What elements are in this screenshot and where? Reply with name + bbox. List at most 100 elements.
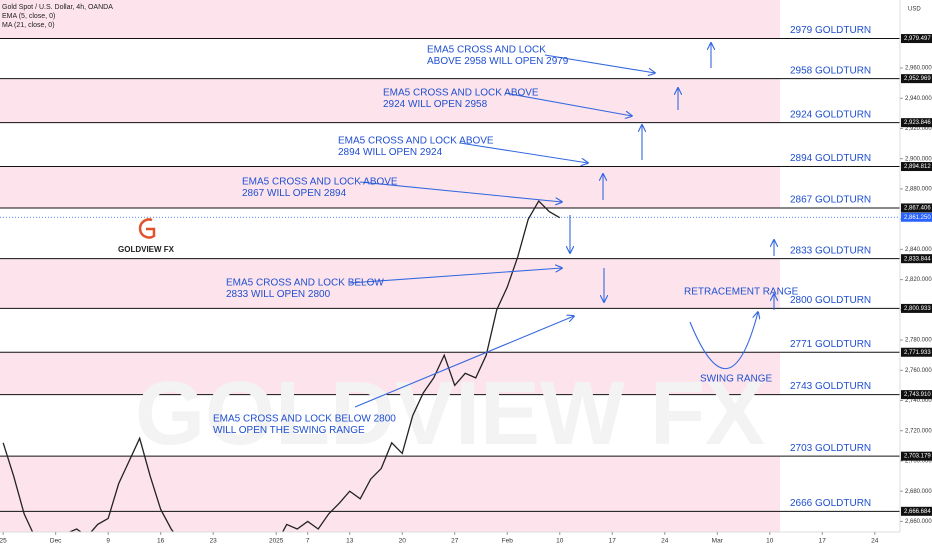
price-tag-label: 2,867.406 <box>904 206 931 212</box>
zone <box>0 166 780 208</box>
price-tag <box>901 347 932 357</box>
x-tick-label: 2025 <box>269 538 284 545</box>
level-label: 2958 GOLDTURN <box>790 65 871 76</box>
y-tick-label: 2,840.000 <box>905 247 932 253</box>
y-tick-label: 2,900.000 <box>905 156 932 162</box>
zone <box>0 511 780 532</box>
price-tag <box>901 203 932 213</box>
x-tick-label: Dec <box>50 538 62 545</box>
x-tick-label: Mar <box>712 538 724 545</box>
x-tick-label: 9 <box>106 538 110 545</box>
zone <box>0 258 780 309</box>
level-label: 2771 GOLDTURN <box>790 339 871 350</box>
price-tag <box>901 162 932 172</box>
price-tag <box>901 34 932 44</box>
x-tick-label: 16 <box>157 538 165 545</box>
x-tick-label: 27 <box>451 538 459 545</box>
price-tag-label: 2,771.933 <box>904 350 931 356</box>
annotation: ABOVE 2958 WILL OPEN 2979 <box>427 56 569 67</box>
price-tag <box>901 74 932 84</box>
x-tick-label: 10 <box>556 538 564 545</box>
price-tag <box>901 506 932 516</box>
price-tag <box>901 303 932 313</box>
level-label: 2979 GOLDTURN <box>790 25 871 36</box>
zone <box>0 352 780 395</box>
y-tick-label: 2,720.000 <box>905 428 932 434</box>
x-tick-label: 20 <box>399 538 407 545</box>
x-tick-label: 24 <box>871 538 879 545</box>
price-tag-label: 2,666.684 <box>904 509 931 515</box>
price-tag-label: 2,703.179 <box>904 454 931 460</box>
level-label: 2703 GOLDTURN <box>790 443 871 454</box>
level-label: 2800 GOLDTURN <box>790 295 871 306</box>
price-tag <box>901 390 932 400</box>
y-tick-label: 2,780.000 <box>905 338 932 344</box>
price-tag-label: 2,894.812 <box>904 164 931 170</box>
annotation: 2924 WILL OPEN 2958 <box>383 99 488 110</box>
annotation: 2867 WILL OPEN 2894 <box>242 188 347 199</box>
level-label: 2833 GOLDTURN <box>790 245 871 256</box>
zone <box>0 0 780 39</box>
price-tag <box>901 254 932 264</box>
arrow <box>349 268 562 284</box>
annotation: 2833 WILL OPEN 2800 <box>226 289 331 300</box>
y-tick-label: 2,920.000 <box>905 126 932 132</box>
logo: GOLDVIEW FX <box>118 218 175 254</box>
y-tick-label: 2,960.000 <box>905 66 932 72</box>
range-label: RETRACEMENT RANGE <box>684 287 799 298</box>
price-tag <box>901 212 932 222</box>
x-tick-label: 25 <box>0 538 7 545</box>
annotation: EMA5 CROSS AND LOCK BELOW <box>226 278 384 289</box>
price-tag <box>901 118 932 128</box>
price-line <box>2 199 561 532</box>
price-series <box>2 199 561 532</box>
y-tick-label: 2,880.000 <box>905 186 932 192</box>
range-label: SWING RANGE <box>700 374 773 385</box>
price-tag-label: 2,833.844 <box>904 256 931 262</box>
price-tag-label: 2,861.250 <box>904 215 931 221</box>
y-tick-label: 2,760.000 <box>905 368 932 374</box>
level-label: 2666 GOLDTURN <box>790 498 871 509</box>
annotation: EMA5 CROSS AND LOCK ABOVE <box>338 136 494 147</box>
price-tag-label: 2,952.969 <box>904 76 931 82</box>
price-tag <box>901 451 932 461</box>
x-tick-label: 23 <box>210 538 218 545</box>
logo-mark <box>138 218 156 239</box>
x-tick-label: 17 <box>819 538 827 545</box>
level-lines <box>0 38 900 512</box>
y-tick-label: 2,660.000 <box>905 519 932 525</box>
currency: USD <box>908 7 921 13</box>
price-tag-label: 2,800.933 <box>904 306 931 312</box>
zone <box>0 456 780 512</box>
annotation: 2894 WILL OPEN 2924 <box>338 147 443 158</box>
level-label: 2894 GOLDTURN <box>790 153 871 164</box>
zones <box>0 0 780 532</box>
annotation: EMA5 CROSS AND LOCK ABOVE <box>383 88 539 99</box>
annotation: EMA5 CROSS AND LOCK ABOVE <box>242 177 398 188</box>
y-tick-label: 2,820.000 <box>905 277 932 283</box>
indicator: MA (21, close, 0) <box>2 22 55 29</box>
level-label: 2867 GOLDTURN <box>790 195 871 206</box>
x-tick-label: 7 <box>306 538 310 545</box>
x-tick-label: 17 <box>609 538 617 545</box>
title: Gold Spot / U.S. Dollar, 4h, OANDA <box>2 4 113 11</box>
y-tick-label: 2,740.000 <box>905 398 932 404</box>
y-tick-label: 2,700.000 <box>905 459 932 465</box>
price-tag-label: 2,743.910 <box>904 392 931 398</box>
arrow <box>504 92 632 116</box>
x-tick-label: 13 <box>346 538 354 545</box>
swing-curve <box>689 312 758 370</box>
arrows <box>349 43 774 408</box>
arrow <box>354 316 574 408</box>
watermark: GOLDVIEW FX <box>135 364 765 464</box>
arrow <box>359 181 562 202</box>
logo-text: GOLDVIEW FX <box>118 245 175 254</box>
indicator: EMA (5, close, 0) <box>2 13 55 20</box>
annotation: EMA5 CROSS AND LOCK BELOW 2800 <box>213 414 396 425</box>
arrow <box>459 142 588 163</box>
x-tick-label: 24 <box>661 538 669 545</box>
x-tick-label: 10 <box>766 538 774 545</box>
annotation: WILL OPEN THE SWING RANGE <box>213 425 365 436</box>
